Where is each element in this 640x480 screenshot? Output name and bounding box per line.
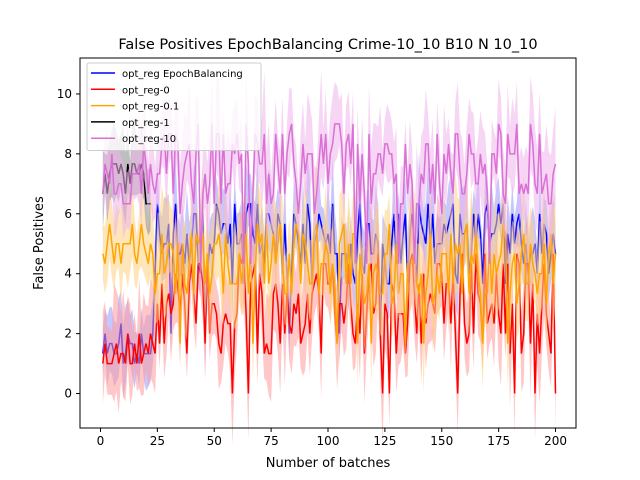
series-band	[102, 179, 556, 446]
x-tick-label: 125	[373, 434, 396, 448]
y-tick-label: 10	[57, 87, 72, 101]
legend: opt_reg EpochBalancing opt_reg-0 opt_reg-0…	[86, 62, 262, 151]
y-tick-label: 2	[64, 327, 72, 341]
legend-box	[86, 62, 262, 151]
legend-label: opt_reg EpochBalancing	[122, 69, 243, 80]
legend-label: opt_reg-1	[122, 118, 170, 129]
legend-label: opt_reg-10	[122, 134, 176, 145]
x-tick-label: 25	[150, 434, 165, 448]
legend-label: opt_reg-0.1	[122, 102, 179, 113]
y-tick-label: 8	[64, 147, 72, 161]
x-tick-label: 150	[430, 434, 453, 448]
y-tick-label: 4	[64, 267, 72, 281]
x-axis: 0 25 50 75 100 125 150 175 200	[97, 428, 567, 448]
x-tick-label: 175	[487, 434, 510, 448]
x-tick-label: 50	[207, 434, 222, 448]
x-tick-label: 100	[317, 434, 340, 448]
x-tick-label: 75	[263, 434, 278, 448]
y-tick-label: 0	[64, 387, 72, 401]
x-tick-label: 200	[544, 434, 567, 448]
chart-title: False Positives EpochBalancing Crime-10_…	[118, 37, 537, 53]
x-axis-label: Number of batches	[266, 456, 391, 471]
legend-label: opt_reg-0	[122, 85, 170, 96]
series-line	[102, 223, 557, 344]
x-tick-label: 0	[97, 434, 105, 448]
y-axis: 0 2 4 6 8 10	[57, 87, 80, 401]
y-tick-label: 6	[64, 207, 72, 221]
y-axis-label: False Positives	[32, 196, 47, 290]
series-line	[102, 123, 557, 264]
